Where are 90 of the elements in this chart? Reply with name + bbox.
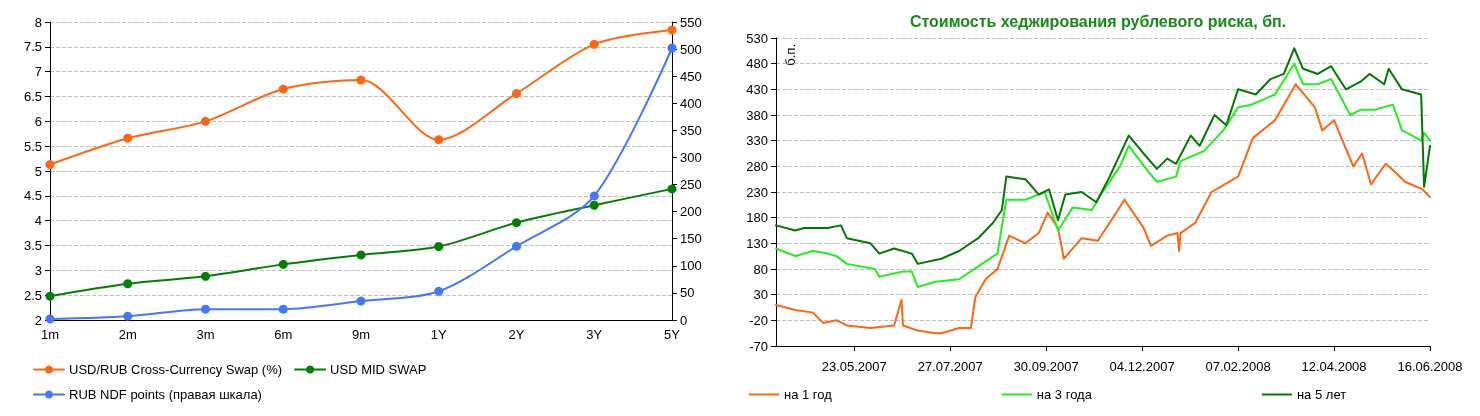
point <box>201 271 210 281</box>
y-tick-label: -70 <box>749 338 768 354</box>
legend-label: на 5 лет <box>1296 387 1347 402</box>
point <box>123 311 133 321</box>
x-tick-label: 27.07.2007 <box>917 359 983 374</box>
point <box>589 191 599 201</box>
y-tick-label: 8 <box>34 14 42 30</box>
point <box>434 286 444 296</box>
legend-label: USD MID SWAP <box>330 362 427 377</box>
y-tick-label: 480 <box>746 56 768 72</box>
y2-tick-label: 200 <box>680 204 702 220</box>
x-tick-label: 1m <box>40 327 60 342</box>
y-tick-label: 180 <box>746 210 768 226</box>
y2-tick-label: 0 <box>680 312 688 328</box>
x-tick-label: 23.05.2007 <box>821 359 887 374</box>
y-tick-label: 230 <box>746 184 768 200</box>
point <box>123 133 133 143</box>
y-tick-label: 5 <box>34 163 42 179</box>
y2-tick-label: 50 <box>680 285 695 301</box>
y-tick-label: 3.5 <box>23 238 42 253</box>
x-tick-label: 30.09.2007 <box>1013 359 1079 374</box>
y2-tick-label: 500 <box>680 41 702 57</box>
y-tick-label: 6 <box>34 113 42 129</box>
y-tick-label: 430 <box>746 81 768 97</box>
y-tick-label: 4.5 <box>23 188 42 204</box>
y2-tick-label: 250 <box>680 177 702 193</box>
point <box>512 218 521 228</box>
x-tick-label: 16.06.2008 <box>1397 359 1463 374</box>
x-tick-label: 04.12.2007 <box>1109 359 1175 374</box>
y2-tick-label: 150 <box>680 231 702 247</box>
y-axis-title: б.п. <box>783 43 798 66</box>
y2-tick-label: 100 <box>680 258 702 274</box>
x-tick-label: 3m <box>196 327 215 342</box>
y2-tick-label: 400 <box>680 95 702 111</box>
x-tick-label: 12.04.2008 <box>1301 359 1367 374</box>
x-tick-label: 2m <box>118 327 137 342</box>
y-tick-label: 30 <box>753 287 768 303</box>
x-tick-label: 07.02.2008 <box>1205 359 1271 374</box>
point <box>667 184 677 194</box>
point <box>356 75 366 85</box>
x-tick-label: 1Y <box>430 327 448 342</box>
y2-tick-label: 350 <box>680 122 702 138</box>
legend-label: на 3 года <box>1036 387 1093 402</box>
legend-label: USD/RUB Cross-Currency Swap (%) <box>69 362 283 377</box>
point <box>589 39 599 49</box>
y-tick-label: 2.5 <box>23 287 42 303</box>
y-tick-label: 7 <box>34 64 42 80</box>
point <box>356 250 366 260</box>
y2-tick-label: 450 <box>680 68 702 84</box>
legend-label: RUB NDF points (правая шкала) <box>69 387 262 402</box>
x-tick-label: 2Y <box>508 327 525 342</box>
x-tick-label: 9m <box>351 327 371 342</box>
point <box>434 242 444 251</box>
point <box>434 135 444 145</box>
point <box>278 304 288 314</box>
y-tick-label: 330 <box>746 133 768 149</box>
y-tick-label: 280 <box>746 158 768 174</box>
y-tick-label: 530 <box>746 30 768 46</box>
point <box>45 160 55 170</box>
y2-tick-label: 300 <box>680 149 702 165</box>
point <box>356 296 366 306</box>
x-tick-label: 5Y <box>664 327 681 342</box>
y-tick-label: 3 <box>34 262 42 278</box>
point <box>45 291 55 301</box>
y-tick-label: 5.5 <box>23 138 42 154</box>
point <box>201 304 210 314</box>
y-tick-label: 7.5 <box>23 39 42 55</box>
y-tick-label: 6.5 <box>23 89 42 104</box>
point <box>278 84 288 94</box>
y-tick-label: -20 <box>749 312 768 328</box>
chart-title: Стоимость хеджирования рублевого риска, бп. <box>909 12 1287 30</box>
x-tick-label: 3Y <box>586 327 603 342</box>
point <box>589 200 599 210</box>
line-series <box>775 47 1431 265</box>
y-tick-label: 2 <box>34 312 42 328</box>
y2-tick-label: 550 <box>680 14 702 30</box>
point <box>667 43 677 53</box>
point <box>201 116 210 126</box>
point <box>45 314 55 324</box>
y-tick-label: 380 <box>746 107 768 123</box>
line-series <box>775 83 1431 335</box>
point <box>123 279 133 289</box>
y-tick-label: 80 <box>753 261 768 277</box>
point <box>512 241 521 251</box>
y-tick-label: 130 <box>746 235 768 251</box>
y-tick-label: 4 <box>34 213 42 229</box>
point <box>512 89 521 99</box>
x-tick-label: 6m <box>274 327 293 342</box>
legend-label: на 1 год <box>784 387 833 402</box>
point <box>278 259 288 269</box>
